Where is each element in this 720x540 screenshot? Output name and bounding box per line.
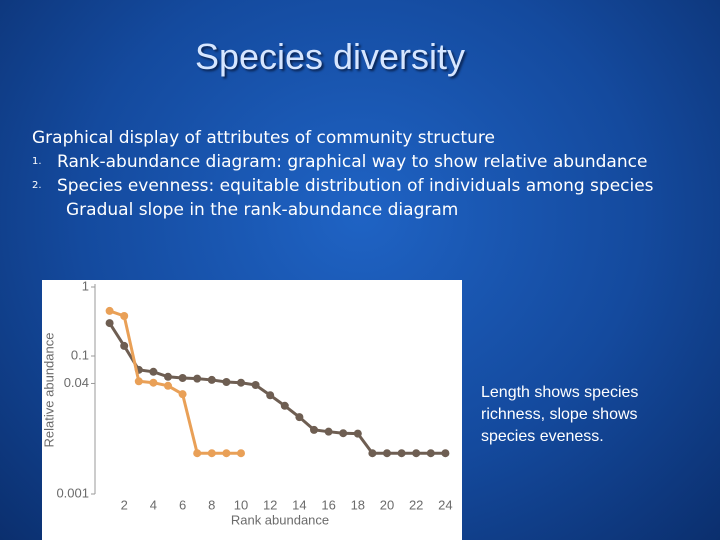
data-point	[105, 319, 114, 328]
x-tick-label: 24	[438, 497, 452, 512]
data-point	[149, 367, 158, 376]
data-point	[353, 429, 362, 438]
y-tick-label: 0.001	[56, 485, 89, 500]
list-marker: 1.	[32, 156, 42, 167]
x-tick-label: 18	[351, 497, 365, 512]
y-tick-label: 0.04	[64, 375, 89, 390]
series-line	[109, 309, 241, 455]
data-point	[120, 341, 129, 350]
list-item: 1. Rank-abundance diagram: graphical way …	[32, 150, 687, 174]
data-point	[134, 377, 143, 386]
slide-body: Graphical display of attributes of commu…	[32, 126, 692, 222]
data-point	[251, 380, 260, 389]
x-tick-label: 4	[150, 497, 157, 512]
data-point	[237, 378, 245, 387]
data-point	[266, 391, 275, 400]
data-point	[222, 377, 231, 386]
x-tick-label: 16	[321, 497, 335, 512]
slide-title: Species diversity	[194, 36, 466, 77]
chart-background	[42, 280, 462, 540]
data-point	[368, 449, 377, 458]
data-point	[383, 449, 391, 458]
data-point	[193, 449, 202, 458]
list-marker: 2.	[32, 180, 42, 191]
x-tick-label: 6	[179, 497, 186, 512]
data-point	[178, 390, 187, 399]
x-tick-label: 20	[380, 497, 394, 512]
item-text: Species evenness: equitable distribution…	[57, 176, 654, 196]
data-point	[310, 425, 318, 434]
list-item: 2. Species evenness: equitable distributi…	[32, 174, 687, 198]
data-point	[207, 449, 216, 458]
y-tick-label: 0.1	[71, 347, 89, 362]
data-point	[426, 449, 435, 458]
x-tick-label: 2	[121, 497, 128, 512]
data-point	[295, 413, 304, 422]
x-tick-label: 10	[234, 497, 248, 512]
y-axis-title: Relative abundance	[41, 333, 56, 448]
data-point	[207, 375, 216, 384]
data-point	[105, 306, 114, 315]
data-point	[149, 378, 158, 387]
data-point	[193, 374, 202, 383]
data-point	[441, 449, 450, 458]
subline: Gradual slope in the rank-abundance diag…	[66, 200, 459, 220]
data-point	[324, 427, 333, 436]
data-point	[164, 381, 172, 390]
data-point	[164, 372, 172, 381]
data-point	[237, 449, 245, 458]
item-text: Rank-abundance diagram: graphical way to…	[57, 152, 648, 172]
data-point	[412, 449, 421, 458]
data-point	[120, 311, 129, 320]
data-point	[397, 449, 406, 458]
annotation: Length shows species richness, slope sho…	[481, 384, 639, 445]
data-point	[339, 429, 348, 438]
x-tick-label: 14	[292, 497, 306, 512]
intro: Graphical display of attributes of commu…	[32, 128, 495, 148]
data-point	[178, 373, 187, 382]
x-axis-title: Rank abundance	[231, 512, 329, 527]
x-tick-label: 12	[263, 497, 277, 512]
x-tick-label: 8	[208, 497, 215, 512]
x-tick-label: 22	[409, 497, 423, 512]
data-point	[280, 401, 289, 410]
y-tick-label: 1	[82, 278, 89, 293]
data-point	[222, 449, 231, 458]
